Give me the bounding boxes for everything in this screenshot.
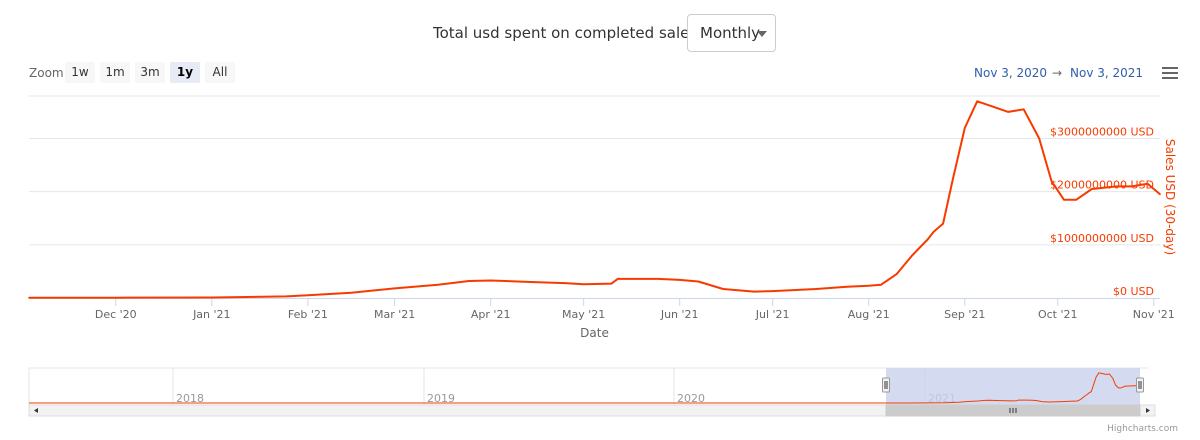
series-point [895, 273, 898, 275]
series-point [28, 296, 30, 299]
series-point [722, 288, 724, 290]
series-point [582, 283, 585, 285]
series-point [350, 291, 353, 294]
series-point [1159, 193, 1161, 196]
zoom-label: Zoom [29, 66, 64, 80]
series-point [1063, 198, 1065, 201]
x-tick-label: May '21 [562, 308, 605, 321]
x-tick-label: Sep '21 [944, 308, 985, 321]
navigator-handle[interactable] [1136, 377, 1144, 393]
series-point [1038, 137, 1040, 140]
series-point [468, 280, 470, 282]
series-point [307, 294, 309, 297]
series-point [1022, 108, 1025, 111]
period-select-value: Monthly [700, 24, 761, 42]
series-point [1115, 185, 1118, 188]
series-point [533, 281, 535, 283]
x-tick-label: Jul '21 [755, 308, 790, 321]
x-tick-label: Mar '21 [374, 308, 415, 321]
series-point [657, 278, 659, 280]
chart-header: Total usd spent on completed sales. Mont… [0, 14, 1200, 54]
chart-title: Total usd spent on completed sales. [433, 24, 702, 42]
series-point [926, 238, 929, 241]
series-point [867, 284, 870, 287]
series-point [1075, 198, 1078, 201]
y-tick-label: $3000000000 USD [1050, 126, 1154, 139]
series-point [976, 100, 978, 103]
range-to-input[interactable]: Nov 3, 2021 [1070, 66, 1144, 80]
series-point [610, 282, 613, 285]
range-from-input[interactable]: Nov 3, 2020 [974, 66, 1048, 80]
navigator-handle[interactable] [882, 377, 890, 393]
y-tick-label: $2000000000 USD [1050, 179, 1154, 192]
zoom-1m-button[interactable]: 1m [100, 62, 130, 83]
series-point [678, 279, 681, 281]
series-point [393, 287, 396, 290]
chevron-down-icon [757, 31, 767, 37]
navigator-year-label: 2020 [677, 392, 705, 405]
series-point [1091, 188, 1093, 190]
series-point [285, 295, 287, 298]
series-point [991, 105, 994, 108]
series-point [846, 286, 848, 288]
scrollbar-track [28, 404, 1156, 417]
zoom-all-button[interactable]: All [205, 62, 235, 83]
x-tick-label: Dec '20 [95, 308, 137, 321]
hamburger-menu-icon[interactable] [1162, 67, 1178, 79]
x-tick-label: Apr '21 [471, 308, 511, 321]
scroll-right-arrow-icon[interactable] [1146, 408, 1150, 413]
series-point [771, 290, 774, 292]
x-tick-label: Feb '21 [288, 308, 328, 321]
period-select[interactable]: Monthly [687, 14, 776, 52]
series-point [489, 279, 492, 282]
credits-link[interactable]: Highcharts.com [1107, 424, 1178, 434]
navigator-series [886, 372, 1141, 404]
series-point [1146, 182, 1149, 185]
series-point [880, 283, 882, 286]
series-point [564, 282, 566, 284]
series-point [951, 180, 954, 182]
series-point [963, 127, 966, 129]
series-point [211, 296, 213, 299]
x-tick-label: Jun '21 [660, 308, 699, 321]
y-axis-title: Sales USD (30-day) [1163, 139, 1177, 255]
x-tick-label: Jan '21 [192, 308, 230, 321]
zoom-3m-button[interactable]: 3m [135, 62, 165, 83]
series-point [1007, 111, 1009, 113]
x-tick-label: Oct '21 [1038, 308, 1078, 321]
x-axis-title: Date [580, 326, 609, 340]
x-tick-label: Aug '21 [848, 308, 890, 321]
scroll-left-arrow-icon[interactable] [34, 408, 38, 413]
x-tick-label: Nov '21 [1133, 308, 1175, 321]
navigator-year-label: 2018 [176, 392, 204, 405]
series-point [437, 283, 439, 286]
series-point [616, 278, 619, 280]
series-point [942, 222, 944, 225]
navigator-year-label: 2019 [427, 392, 455, 405]
series-line [29, 100, 1161, 299]
zoom-1y-button[interactable]: 1y [170, 62, 200, 83]
series-point [1131, 185, 1133, 188]
series-point [753, 290, 755, 293]
series-point [697, 280, 700, 283]
series-point [911, 254, 913, 257]
y-tick-label: $0 USD [1113, 285, 1154, 298]
range-arrow: → [1052, 66, 1063, 80]
series-point [1050, 180, 1053, 182]
series-point [114, 296, 117, 299]
series-point [933, 230, 935, 233]
y-tick-label: $1000000000 USD [1050, 232, 1154, 245]
zoom-1w-button[interactable]: 1w [65, 62, 95, 83]
series-point [815, 288, 817, 290]
